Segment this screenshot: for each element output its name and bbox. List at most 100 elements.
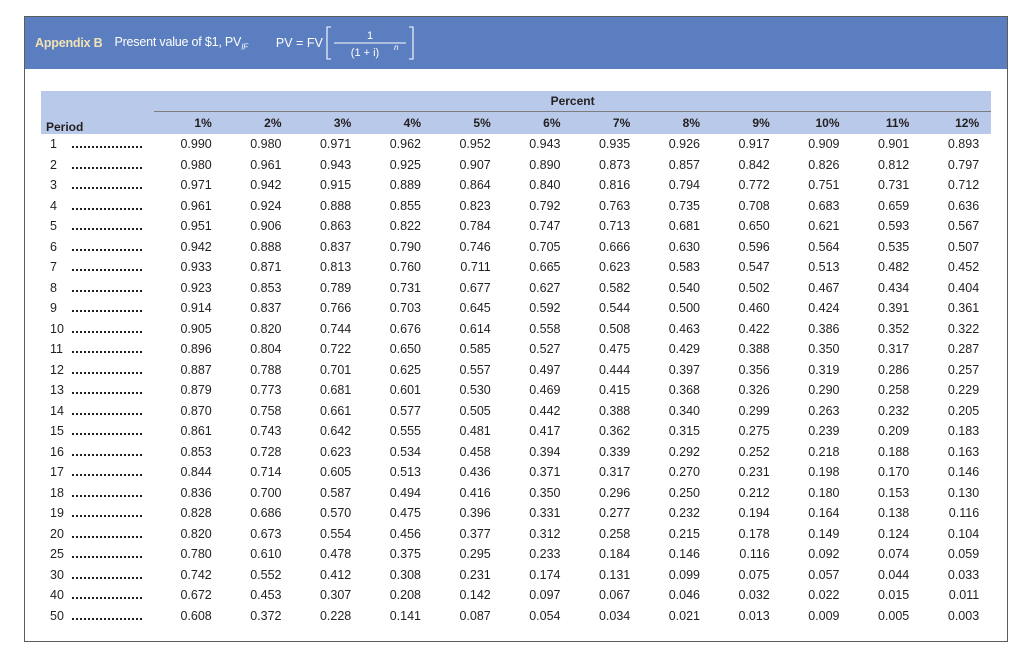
period-cell: 20 — [41, 524, 154, 545]
pv-factor-cell: 0.032 — [738, 588, 770, 603]
pv-factor-cell: 0.587 — [319, 485, 352, 500]
pv-factor-cell: 0.436 — [459, 465, 491, 480]
table-row: 25 0.780 0.610 0.478 0.375 0.295 0.233 0.184 0.1… — [41, 544, 991, 565]
formula-denominator: (1 + i) — [351, 47, 379, 59]
percent-group-label: Percent — [154, 91, 992, 112]
rate-header-cell: 5% — [433, 111, 503, 134]
formula-numerator: 1 — [367, 30, 373, 42]
formula-lhs: PV = FV — [275, 36, 323, 50]
dot-leader — [72, 386, 142, 395]
pv-factor-cell: 0.104 — [947, 526, 980, 541]
pv-factor-cell: 0.861 — [180, 424, 212, 439]
pv-factor-cell: 0.475 — [598, 342, 631, 357]
pv-factor-cell: 0.142 — [459, 588, 491, 603]
table-row: 30 0.742 0.552 0.412 0.308 0.231 0.174 0.131 0.0… — [41, 565, 991, 586]
pv-factor-cell: 0.735 — [668, 198, 700, 213]
pv-factor-cell: 0.890 — [529, 157, 561, 172]
pv-factor-cell: 0.650 — [389, 342, 421, 357]
pv-factor-cell: 0.743 — [250, 424, 282, 439]
period-cell: 8 — [41, 278, 154, 299]
pv-factor-cell: 0.570 — [319, 506, 352, 521]
pv-factor-cell: 0.097 — [529, 588, 561, 603]
dot-leader — [72, 181, 142, 190]
pv-factor-cell: 0.909 — [808, 137, 840, 152]
pv-factor-cell: 0.044 — [877, 567, 910, 582]
period-number: 7 — [50, 260, 57, 275]
pv-factor-cell: 0.593 — [877, 219, 910, 234]
pv-factor-cell: 0.840 — [529, 178, 561, 193]
pv-factor-cell: 0.713 — [598, 219, 631, 234]
pv-factor-cell: 0.676 — [389, 321, 421, 336]
pv-factor-cell: 0.673 — [250, 526, 282, 541]
pv-factor-cell: 0.296 — [598, 485, 631, 500]
pv-factor-cell: 0.198 — [808, 465, 840, 480]
pv-factor-cell: 0.397 — [668, 362, 700, 377]
period-number: 18 — [50, 485, 64, 500]
pv-factor-cell: 0.218 — [808, 444, 840, 459]
pv-table-container: Percent Period 1% 2% 3% 4% 5% 6% 7% 8% 9% 10% 11% 1… — [41, 91, 992, 627]
period-cell: 2 — [41, 155, 154, 176]
pv-factor-cell: 0.163 — [947, 444, 980, 459]
period-number: 40 — [50, 588, 64, 603]
period-number: 10 — [50, 321, 64, 336]
dot-leader — [72, 407, 142, 415]
pv-factor-cell: 0.263 — [808, 403, 840, 418]
pv-factor-cell: 0.751 — [808, 178, 840, 193]
rate-header-cell: 1% — [154, 111, 224, 134]
pv-factor-cell: 0.458 — [459, 444, 491, 459]
pv-factor-cell: 0.608 — [180, 608, 212, 623]
pv-factor-cell: 0.453 — [250, 588, 282, 603]
pv-factor-cell: 0.371 — [529, 465, 561, 480]
period-number: 4 — [50, 198, 57, 213]
pv-factor-cell: 0.592 — [529, 301, 561, 316]
rate-header-row: Period 1% 2% 3% 4% 5% 6% 7% 8% 9% 10% 11% 12% — [41, 111, 992, 134]
pv-factor-cell: 0.442 — [529, 403, 561, 418]
pv-factor-cell: 0.582 — [598, 280, 631, 295]
pv-factor-cell: 0.836 — [180, 485, 212, 500]
pv-factor-cell: 0.463 — [668, 321, 700, 336]
period-cell: 7 — [41, 257, 154, 278]
pv-factor-cell: 0.270 — [668, 465, 700, 480]
period-cell: 25 — [41, 544, 154, 565]
pv-factor-cell: 0.497 — [529, 362, 561, 377]
pv-factor-cell: 0.258 — [598, 526, 631, 541]
period-number: 11 — [50, 342, 63, 357]
period-number: 15 — [50, 424, 64, 439]
table-row: 50 0.608 0.372 0.228 0.141 0.087 0.054 0.034 0.0… — [41, 606, 991, 627]
dot-leader — [72, 243, 142, 251]
table-row: 20 0.820 0.673 0.554 0.456 0.377 0.312 0.258 0.2… — [41, 524, 991, 545]
period-number: 3 — [50, 178, 57, 193]
pv-factor-cell: 0.915 — [319, 178, 352, 193]
pv-factor-cell: 0.530 — [459, 383, 491, 398]
pv-factor-cell: 0.711 — [460, 260, 491, 275]
pv-factor-cell: 0.642 — [319, 424, 352, 439]
pv-factor-cell: 0.923 — [180, 280, 212, 295]
pv-factor-cell: 0.636 — [947, 198, 980, 213]
period-cell: 14 — [41, 401, 154, 422]
table-row: 19 0.828 0.686 0.570 0.475 0.396 0.331 0.277 0.2… — [41, 503, 991, 524]
pv-factor-cell: 0.844 — [180, 465, 212, 480]
table-row: 6 0.942 0.888 0.837 0.790 0.746 0.705 0.666 0.63… — [41, 237, 991, 258]
pv-factor-cell: 0.124 — [877, 526, 910, 541]
period-cell: 1 — [41, 134, 154, 155]
pv-factor-cell: 0.585 — [459, 342, 491, 357]
pv-factor-cell: 0.469 — [529, 383, 561, 398]
pv-factor-cell: 0.625 — [389, 362, 421, 377]
pv-factor-cell: 0.375 — [389, 547, 421, 562]
pv-factor-cell: 0.340 — [668, 403, 700, 418]
pv-factor-cell: 0.130 — [947, 485, 980, 500]
pv-factor-cell: 0.015 — [877, 588, 910, 603]
pv-factor-cell: 0.661 — [319, 403, 352, 418]
pv-factor-cell: 0.826 — [808, 157, 840, 172]
pv-factor-cell: 0.527 — [529, 342, 561, 357]
dot-leader — [72, 366, 142, 374]
rate-header-cell: 6% — [502, 111, 573, 134]
pv-factor-cell: 0.712 — [947, 178, 980, 193]
pv-factor-cell: 0.816 — [598, 178, 631, 193]
table-row: 17 0.844 0.714 0.605 0.513 0.436 0.371 0.317 0.2… — [41, 462, 991, 483]
pv-factor-cell: 0.822 — [389, 219, 421, 234]
dot-leader — [72, 612, 142, 620]
pv-factor-cell: 0.178 — [738, 526, 770, 541]
pv-factor-cell: 0.871 — [250, 260, 282, 275]
pv-factor-cell: 0.722 — [319, 342, 352, 357]
